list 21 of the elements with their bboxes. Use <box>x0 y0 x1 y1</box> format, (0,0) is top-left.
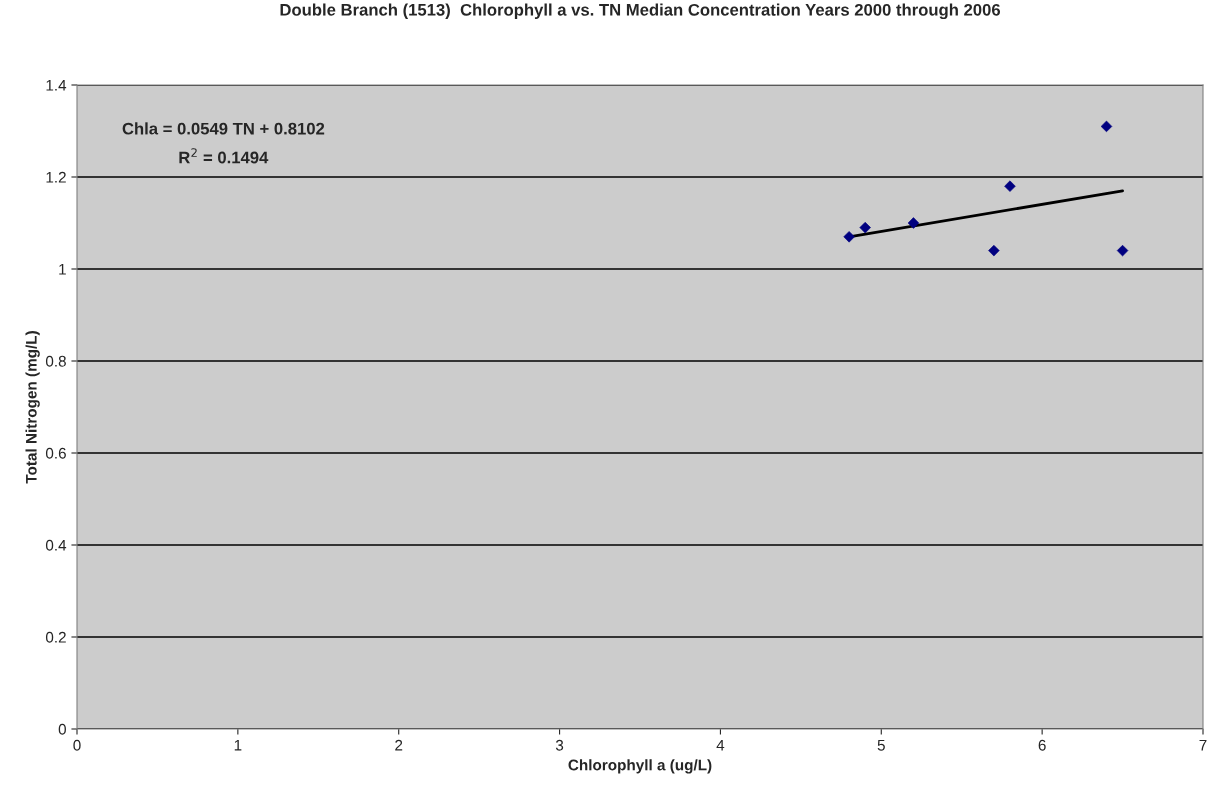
x-tick-label: 5 <box>877 739 885 751</box>
x-tick-label: 2 <box>395 739 403 751</box>
y-axis-title: Total Nitrogen (mg/L) <box>25 331 40 484</box>
y-tick-label: 1 <box>59 264 66 275</box>
x-axis-title: Chlorophyll a (ug/L) <box>568 759 712 774</box>
chart-title: Double Branch (1513) Chlorophyll a vs. TN Median Concentration Years 2000 through 2006 <box>280 3 1001 20</box>
x-tick-label: 7 <box>1199 739 1207 751</box>
y-tick-label: 0.4 <box>45 539 67 551</box>
x-tick-label: 0 <box>73 739 81 751</box>
y-tick-label: 0.8 <box>45 355 66 367</box>
x-tick-label: 1 <box>234 739 242 751</box>
y-tick-label: 0.2 <box>45 631 66 643</box>
annotation: Chla = 0.0549 TN + 0.8102 <box>122 122 325 135</box>
x-tick-label: 3 <box>555 739 564 751</box>
annotation: R$^{2}$ = 0.1494 <box>179 148 269 164</box>
x-tick-label: 6 <box>1038 739 1046 751</box>
y-tick-label: 0 <box>58 723 66 735</box>
y-tick-label: 1.4 <box>46 80 67 91</box>
y-tick-label: 0.6 <box>45 447 66 459</box>
x-tick-label: 4 <box>716 739 725 751</box>
y-tick-label: 1.2 <box>46 171 66 183</box>
